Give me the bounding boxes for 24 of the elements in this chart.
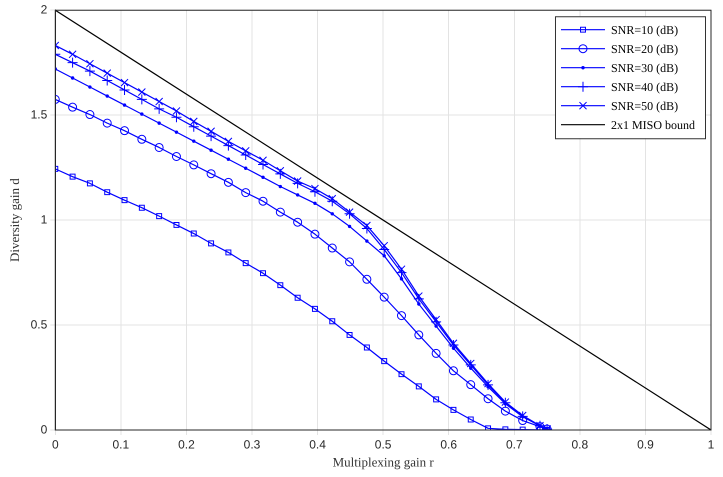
x-tick-label: 0.1 (112, 438, 130, 452)
y-tick-label: 0.5 (30, 317, 48, 332)
legend-label: SNR=10 (dB) (610, 22, 678, 37)
y-tick-label: 0 (40, 422, 48, 436)
y-tick-label: 2 (40, 2, 48, 17)
y-axis-title: Diversity gain d (7, 178, 22, 262)
y-tick-label: 1 (40, 212, 48, 226)
x-tick-label: 0.4 (309, 438, 326, 452)
legend-label: SNR=40 (dB) (610, 80, 678, 94)
y-tick-label: 1.5 (30, 107, 48, 122)
x-tick-label: 0.9 (637, 438, 654, 452)
legend-label: 2x1 MISO bound (610, 118, 696, 132)
legend-label: SNR=50 (dB) (610, 98, 678, 113)
x-axis-title: Multiplexing gain r (332, 454, 434, 470)
x-tick-label: 1 (708, 438, 715, 452)
legend-label: SNR=30 (dB) (610, 60, 678, 75)
x-tick-label: 0.6 (440, 438, 458, 452)
x-tick-label: 0.5 (374, 438, 392, 452)
x-tick-label: 0.3 (244, 438, 261, 452)
x-tick-label: 0 (52, 438, 59, 452)
legend-label: SNR=20 (dB) (610, 42, 678, 56)
x-tick-label: 0.8 (572, 438, 589, 452)
x-tick-label: 0.2 (178, 438, 196, 452)
x-tick-label: 0.7 (506, 438, 523, 452)
